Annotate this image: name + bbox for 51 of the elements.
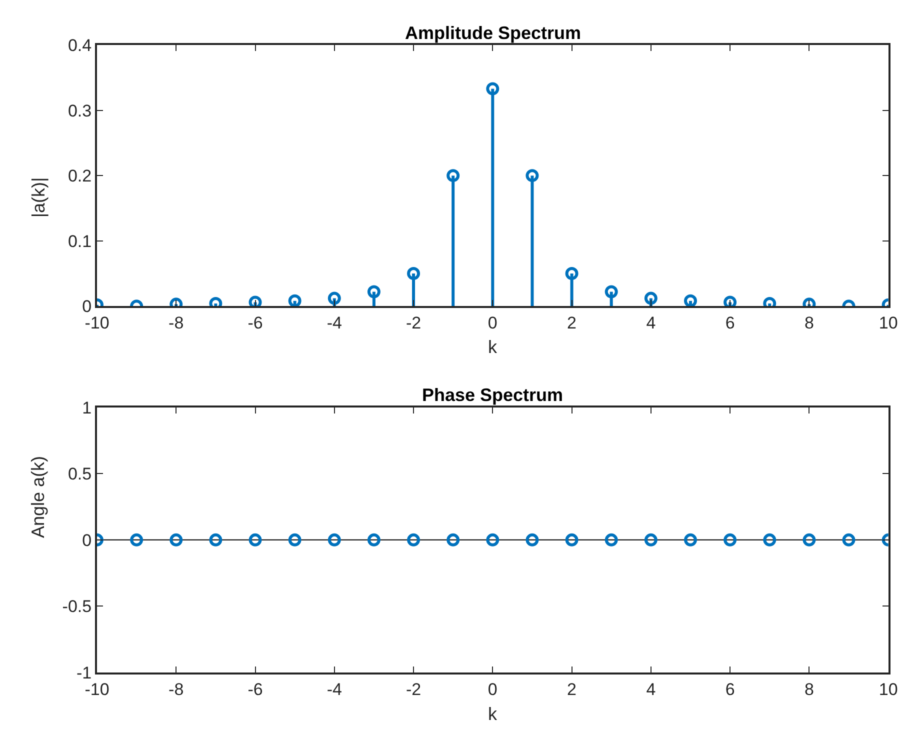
x-axis-title: k <box>488 704 498 724</box>
x-tick-label: 4 <box>646 314 656 333</box>
y-tick-label: 1 <box>82 398 92 418</box>
y-tick-label: 0.3 <box>68 101 92 120</box>
x-tick-label: 0 <box>488 314 498 333</box>
y-tick-label: -1 <box>76 663 92 682</box>
point <box>407 266 420 280</box>
x-tick-label: 10 <box>878 680 898 699</box>
x-tick-label: -8 <box>168 314 184 333</box>
x-tick-label: -2 <box>406 314 422 333</box>
x-tick-label: -8 <box>168 680 184 699</box>
point <box>248 296 262 306</box>
point <box>526 169 539 182</box>
x-tick-label: 6 <box>725 314 735 333</box>
point <box>604 285 618 298</box>
chart-title: Amplitude Spectrum <box>405 23 582 43</box>
y-tick-label: 0.2 <box>68 166 92 186</box>
point <box>724 296 737 306</box>
y-tick-label: 0.1 <box>68 232 92 251</box>
chart-title: Phase Spectrum <box>422 385 564 405</box>
x-tick-label: -4 <box>326 314 342 333</box>
point <box>486 82 500 96</box>
point <box>644 292 658 305</box>
x-axis-title: k <box>488 337 498 357</box>
y-axis-title: |a(k)| <box>28 177 49 218</box>
x-tick-label: -6 <box>248 680 263 699</box>
x-tick-label: -10 <box>84 680 110 699</box>
x-tick-label: -2 <box>406 680 422 699</box>
x-tick-label: 2 <box>567 314 577 333</box>
y-tick-label: 0.5 <box>68 464 92 484</box>
y-axis-title: Angle a(k) <box>28 456 48 538</box>
point <box>684 294 697 306</box>
x-tick-label: -6 <box>248 314 263 333</box>
x-tick-label: -10 <box>84 314 110 333</box>
x-tick-label: 0 <box>488 680 498 699</box>
point <box>565 266 578 280</box>
point <box>446 169 460 182</box>
y-tick-label: -0.5 <box>62 597 92 616</box>
x-tick-label: 8 <box>804 314 814 333</box>
point <box>328 292 341 305</box>
x-tick-label: 8 <box>804 680 814 699</box>
y-tick-label: 0 <box>82 297 92 316</box>
x-tick-label: 6 <box>725 680 735 699</box>
x-tick-label: 2 <box>567 680 577 699</box>
y-tick-label: 0.4 <box>68 36 92 55</box>
x-tick-label: 10 <box>878 314 898 333</box>
point <box>288 294 302 306</box>
y-tick-label: 0 <box>82 530 92 550</box>
x-tick-label: -4 <box>326 680 342 699</box>
point <box>367 285 380 298</box>
x-tick-label: 4 <box>646 680 656 699</box>
